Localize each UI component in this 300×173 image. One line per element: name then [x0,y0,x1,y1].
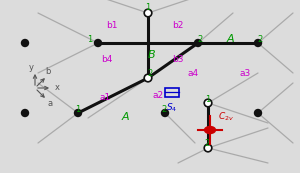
Text: b4: b4 [101,56,113,65]
Circle shape [22,39,28,47]
Text: 2: 2 [204,139,210,148]
Circle shape [204,144,212,152]
Circle shape [254,39,262,47]
Text: 1: 1 [206,94,211,103]
Text: b: b [45,66,51,75]
Text: b3: b3 [172,56,184,65]
Text: a1: a1 [99,93,111,102]
Circle shape [254,110,262,116]
Text: $C_{2v}$: $C_{2v}$ [218,111,234,123]
Text: 1: 1 [75,104,81,113]
Text: a: a [47,99,52,108]
Text: a2: a2 [152,90,164,99]
Text: b1: b1 [106,21,118,30]
Text: a4: a4 [188,70,199,79]
Text: 2: 2 [197,34,202,43]
Text: y: y [28,62,34,71]
Text: A: A [121,112,129,122]
Circle shape [74,110,82,116]
Circle shape [161,110,169,116]
Circle shape [22,110,28,116]
Text: x: x [55,84,59,93]
Text: 2: 2 [161,104,166,113]
Text: B: B [148,50,156,60]
Text: b2: b2 [172,21,184,30]
Circle shape [94,39,101,47]
Text: A: A [226,34,234,44]
Text: $S_4$: $S_4$ [166,102,178,114]
Text: 2: 2 [147,70,153,79]
Ellipse shape [205,126,215,134]
Text: 1: 1 [146,2,151,11]
Circle shape [144,74,152,82]
Circle shape [194,39,202,47]
Text: 2: 2 [257,34,262,43]
Bar [165,88,179,97]
Circle shape [144,9,152,17]
Text: a3: a3 [239,70,250,79]
Text: 1: 1 [87,34,93,43]
Circle shape [204,99,212,107]
